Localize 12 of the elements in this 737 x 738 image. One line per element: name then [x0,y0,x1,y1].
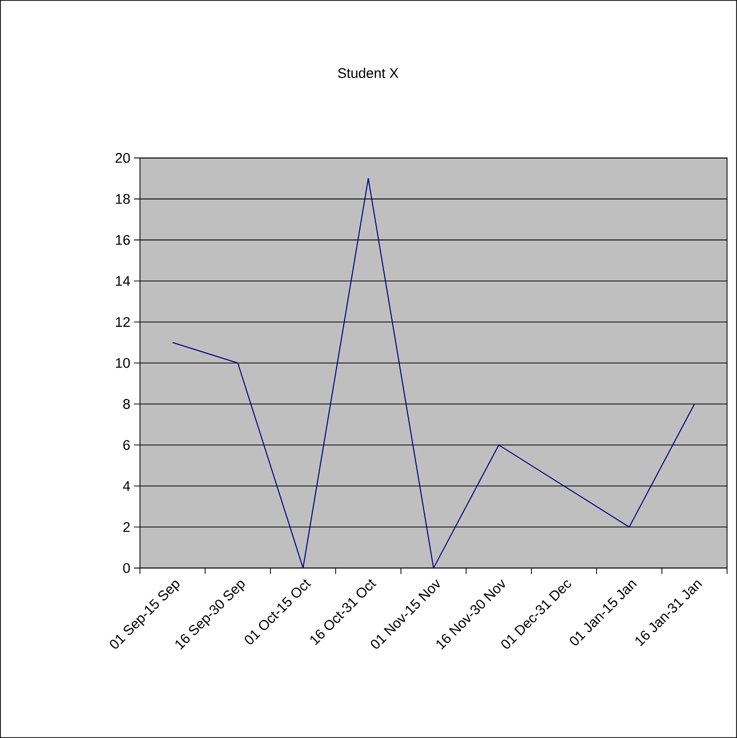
y-tick-label: 18 [116,194,130,204]
y-tick-label: 14 [116,276,130,286]
y-tick-label: 6 [123,440,130,450]
chart-title: Student X [338,68,398,78]
y-tick-label: 4 [122,481,130,491]
y-tick-label: 0 [123,563,130,573]
y-tick-label: 8 [123,399,130,409]
y-tick-label: 20 [116,152,130,163]
y-tick-label: 16 [116,235,130,245]
y-tick-label: 10 [116,358,130,368]
y-tick-label: 2 [123,522,130,532]
y-tick-label: 12 [116,317,130,327]
